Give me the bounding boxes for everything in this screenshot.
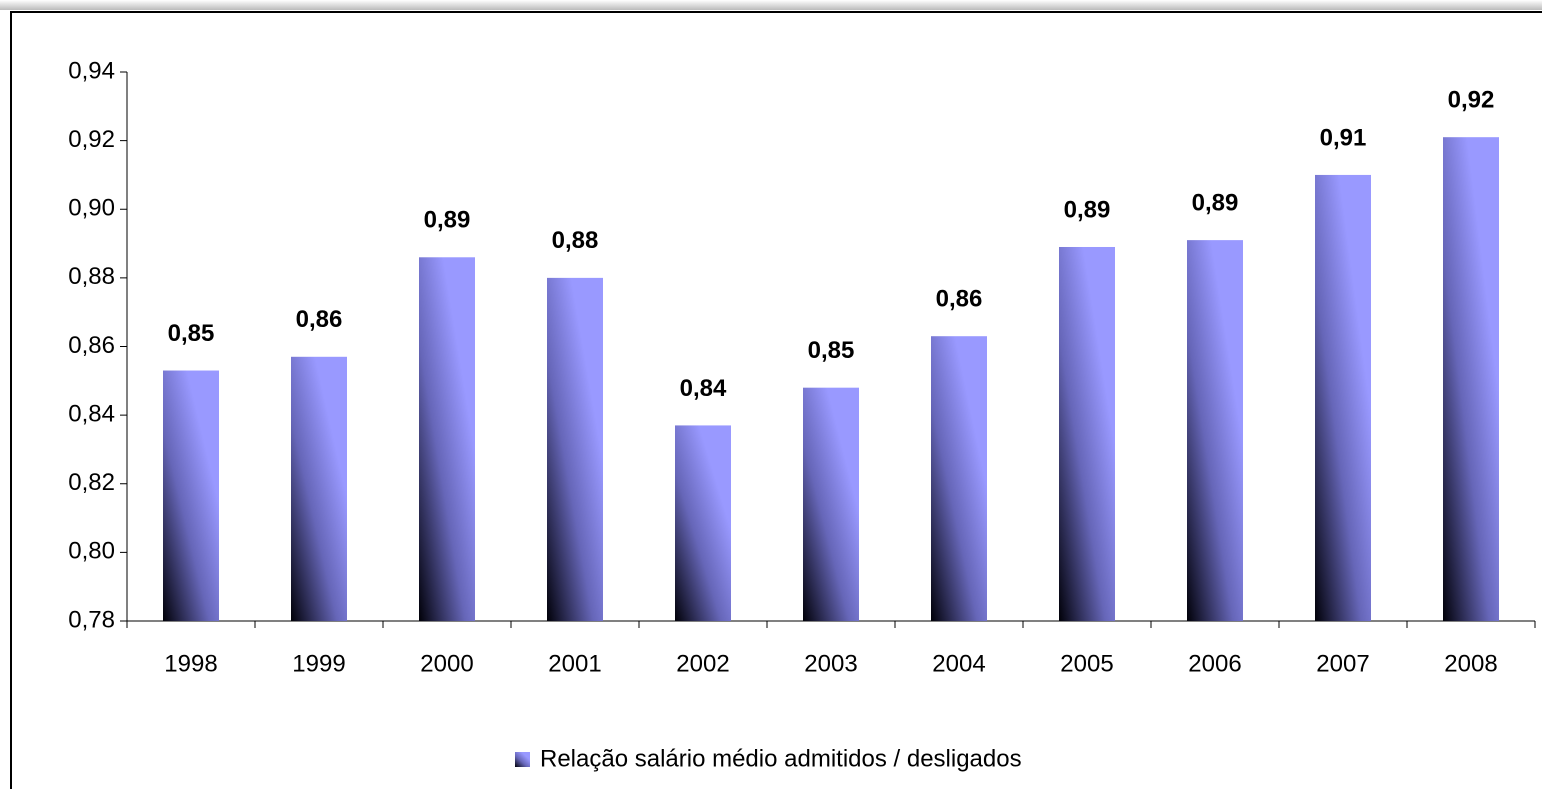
legend-label: Relação salário médio admitidos / deslig… (540, 745, 1022, 772)
y-tick-label: 0,92 (68, 126, 115, 153)
bar (1315, 174, 1371, 621)
value-label: 0,92 (1448, 87, 1495, 114)
bar (931, 336, 987, 621)
x-tick-label: 2008 (1444, 650, 1497, 677)
x-tick-label: 2007 (1316, 650, 1369, 677)
bar (291, 356, 347, 621)
bar (1059, 246, 1115, 621)
window-edge (0, 0, 1542, 10)
value-label: 0,86 (296, 306, 343, 333)
value-label: 0,88 (552, 227, 599, 254)
chart-frame (10, 11, 1542, 789)
x-tick-label: 2006 (1188, 650, 1241, 677)
value-label: 0,89 (1192, 189, 1239, 216)
y-tick-label: 0,88 (68, 263, 115, 290)
bar (675, 425, 731, 621)
bar (547, 277, 603, 621)
value-label: 0,89 (424, 207, 471, 234)
value-label: 0,91 (1320, 124, 1367, 151)
x-tick-label: 2005 (1060, 650, 1113, 677)
value-label: 0,86 (936, 286, 983, 313)
value-label: 0,89 (1064, 196, 1111, 223)
x-tick-label: 2000 (420, 650, 473, 677)
x-tick-label: 1998 (164, 650, 217, 677)
y-tick-label: 0,84 (68, 400, 115, 427)
x-tick-label: 2001 (548, 650, 601, 677)
y-tick-label: 0,82 (68, 469, 115, 496)
bar (419, 257, 475, 621)
y-tick-label: 0,86 (68, 332, 115, 359)
bar (1443, 137, 1499, 621)
x-tick-label: 1999 (292, 650, 345, 677)
bar (803, 387, 859, 621)
x-tick-label: 2003 (804, 650, 857, 677)
y-tick-label: 0,94 (68, 57, 115, 84)
value-label: 0,85 (808, 337, 855, 364)
x-tick-label: 2002 (676, 650, 729, 677)
value-label: 0,85 (168, 320, 215, 347)
y-tick-label: 0,80 (68, 538, 115, 565)
legend-swatch (515, 752, 530, 767)
bar (163, 370, 219, 621)
value-label: 0,84 (680, 375, 727, 402)
x-tick-label: 2004 (932, 650, 985, 677)
bar (1187, 240, 1243, 621)
y-tick-label: 0,90 (68, 195, 115, 222)
y-tick-label: 0,78 (68, 606, 115, 633)
